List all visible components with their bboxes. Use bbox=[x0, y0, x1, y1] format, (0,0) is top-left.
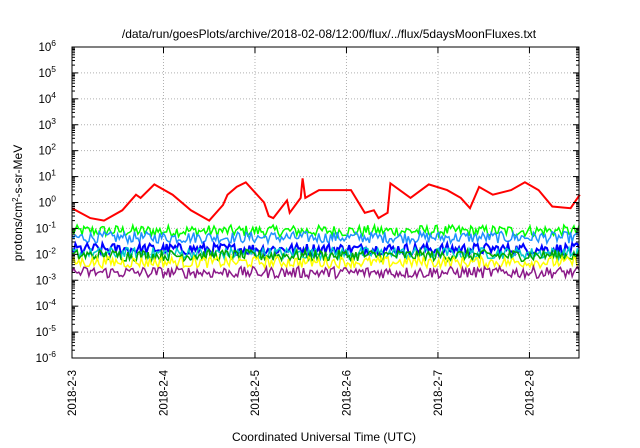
y-tick-label: 10-4 bbox=[36, 297, 57, 313]
x-tick-label: 2018-2-7 bbox=[433, 370, 445, 416]
chart-title: /data/run/goesPlots/archive/2018-02-08/1… bbox=[122, 27, 537, 41]
y-tick-label: 100 bbox=[38, 194, 56, 210]
series-line-red bbox=[71, 178, 581, 222]
y-tick-label: 10-5 bbox=[36, 323, 57, 339]
grid bbox=[72, 47, 579, 358]
y-tick-label: 10-6 bbox=[36, 349, 57, 365]
series-group bbox=[71, 178, 581, 281]
y-tick-label: 102 bbox=[38, 142, 56, 158]
series-line-2 bbox=[71, 229, 580, 246]
y-tick-label: 101 bbox=[38, 168, 56, 184]
x-tick-label: 2018-2-5 bbox=[250, 370, 262, 416]
series-line-5 bbox=[71, 246, 580, 264]
y-tick-label: 105 bbox=[38, 64, 56, 80]
y-axis-label: protons/cm2-s-sr-MeV bbox=[11, 145, 26, 261]
x-axis-label: Coordinated Universal Time (UTC) bbox=[232, 430, 416, 444]
y-tick-label: 10-3 bbox=[36, 271, 57, 287]
series-line-7 bbox=[71, 264, 580, 281]
y-tick-label: 103 bbox=[38, 116, 56, 132]
y-tick-label: 104 bbox=[38, 90, 56, 106]
x-tick-label: 2018-2-6 bbox=[341, 370, 353, 416]
y-tick-label: 10-1 bbox=[36, 219, 57, 235]
y-axis-label-suffix: -s-sr-MeV bbox=[11, 145, 25, 198]
x-tick-label: 2018-2-4 bbox=[158, 369, 170, 416]
y-tick-label: 106 bbox=[38, 38, 56, 54]
series-line-1 bbox=[71, 222, 580, 240]
y-tick-label: 10-2 bbox=[36, 245, 57, 261]
series-line-6 bbox=[71, 253, 580, 271]
y-axis: 106 105 104 103 102 101 100 10-1 10-2 10-3 10-4 10-… bbox=[36, 38, 579, 365]
y-axis-label-sup: 2 bbox=[11, 197, 20, 202]
x-tick-label: 2018-2-3 bbox=[67, 370, 79, 416]
x-axis: 2018-2-3 2018-2-4 2018-2-5 2018-2-6 2018-2-7… bbox=[67, 47, 536, 416]
y-axis-label-prefix: protons/cm bbox=[11, 202, 25, 261]
plot-frame bbox=[71, 46, 580, 359]
x-tick-label: 2018-2-8 bbox=[524, 370, 536, 416]
